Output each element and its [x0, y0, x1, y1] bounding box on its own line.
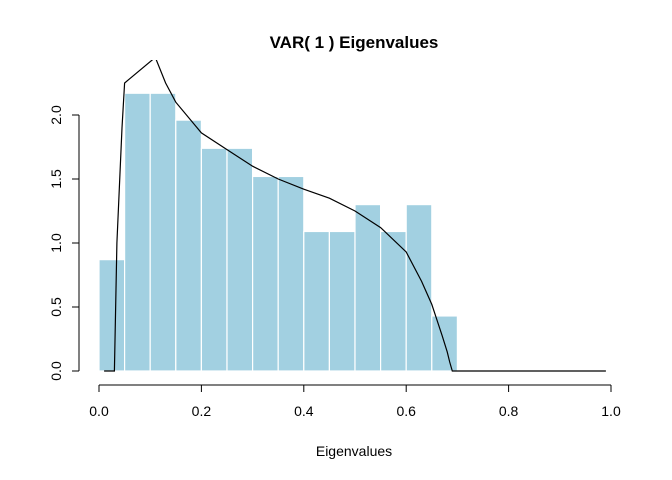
y-tick-label: 2.0	[48, 105, 64, 125]
y-tick-label: 1.0	[48, 233, 64, 253]
histogram-bar	[175, 119, 203, 372]
y-tick-label: 1.5	[48, 169, 64, 189]
x-tick-label: 1.0	[601, 403, 621, 419]
x-tick-label: 0.6	[396, 403, 416, 419]
histogram-bar	[277, 175, 305, 372]
x-axis: 0.0 0.2 0.4 0.6 0.8 1.0	[89, 384, 621, 419]
histogram-bar	[380, 230, 407, 372]
chart-title: VAR( 1 ) Eigenvalues	[270, 33, 439, 52]
x-axis-label: Eigenvalues	[316, 443, 392, 459]
density-curve	[104, 60, 606, 372]
x-tick-label: 0.4	[294, 403, 314, 419]
y-tick-label: 0.5	[48, 297, 64, 317]
x-tick-label: 0.8	[499, 403, 519, 419]
x-tick-label: 0.2	[192, 403, 212, 419]
histogram-bar	[226, 147, 254, 372]
y-tick-label: 0.0	[48, 361, 64, 381]
histogram-bar	[328, 230, 356, 372]
histogram-bar	[252, 175, 279, 372]
histogram-bar	[405, 204, 433, 372]
histogram-bars	[98, 92, 458, 372]
histogram-bar	[354, 204, 382, 372]
histogram-bar	[123, 92, 151, 372]
histogram-bar	[303, 230, 330, 372]
y-axis: 0.0 0.5 1.0 1.5 2.0	[48, 105, 80, 381]
histogram-bar	[200, 147, 228, 372]
histogram-bar	[149, 92, 177, 372]
x-tick-label: 0.0	[89, 403, 109, 419]
histogram-bar	[98, 259, 126, 372]
